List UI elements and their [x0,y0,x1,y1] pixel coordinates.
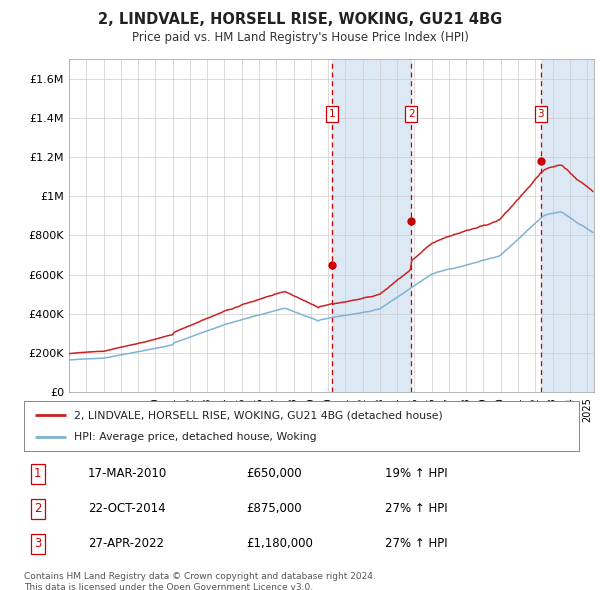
Text: 2, LINDVALE, HORSELL RISE, WOKING, GU21 4BG (detached house): 2, LINDVALE, HORSELL RISE, WOKING, GU21 … [74,410,443,420]
Text: 1: 1 [328,109,335,119]
Text: Contains HM Land Registry data © Crown copyright and database right 2024.
This d: Contains HM Land Registry data © Crown c… [24,572,376,590]
Bar [332,59,411,392]
Text: 3: 3 [538,109,544,119]
Text: 17-MAR-2010: 17-MAR-2010 [88,467,167,480]
Text: £650,000: £650,000 [246,467,302,480]
Text: £1,180,000: £1,180,000 [246,537,313,550]
Text: Price paid vs. HM Land Registry's House Price Index (HPI): Price paid vs. HM Land Registry's House … [131,31,469,44]
Bar [541,59,594,392]
Text: 27-APR-2022: 27-APR-2022 [88,537,164,550]
Text: 22-OCT-2014: 22-OCT-2014 [88,502,166,516]
Text: 27% ↑ HPI: 27% ↑ HPI [385,502,448,516]
Text: 1: 1 [34,467,41,480]
Text: 19% ↑ HPI: 19% ↑ HPI [385,467,448,480]
Text: 3: 3 [34,537,41,550]
Text: 27% ↑ HPI: 27% ↑ HPI [385,537,448,550]
Text: 2: 2 [408,109,415,119]
Text: 2: 2 [34,502,41,516]
Text: 2, LINDVALE, HORSELL RISE, WOKING, GU21 4BG: 2, LINDVALE, HORSELL RISE, WOKING, GU21 … [98,12,502,27]
Text: HPI: Average price, detached house, Woking: HPI: Average price, detached house, Woki… [74,432,317,442]
Text: £875,000: £875,000 [246,502,302,516]
